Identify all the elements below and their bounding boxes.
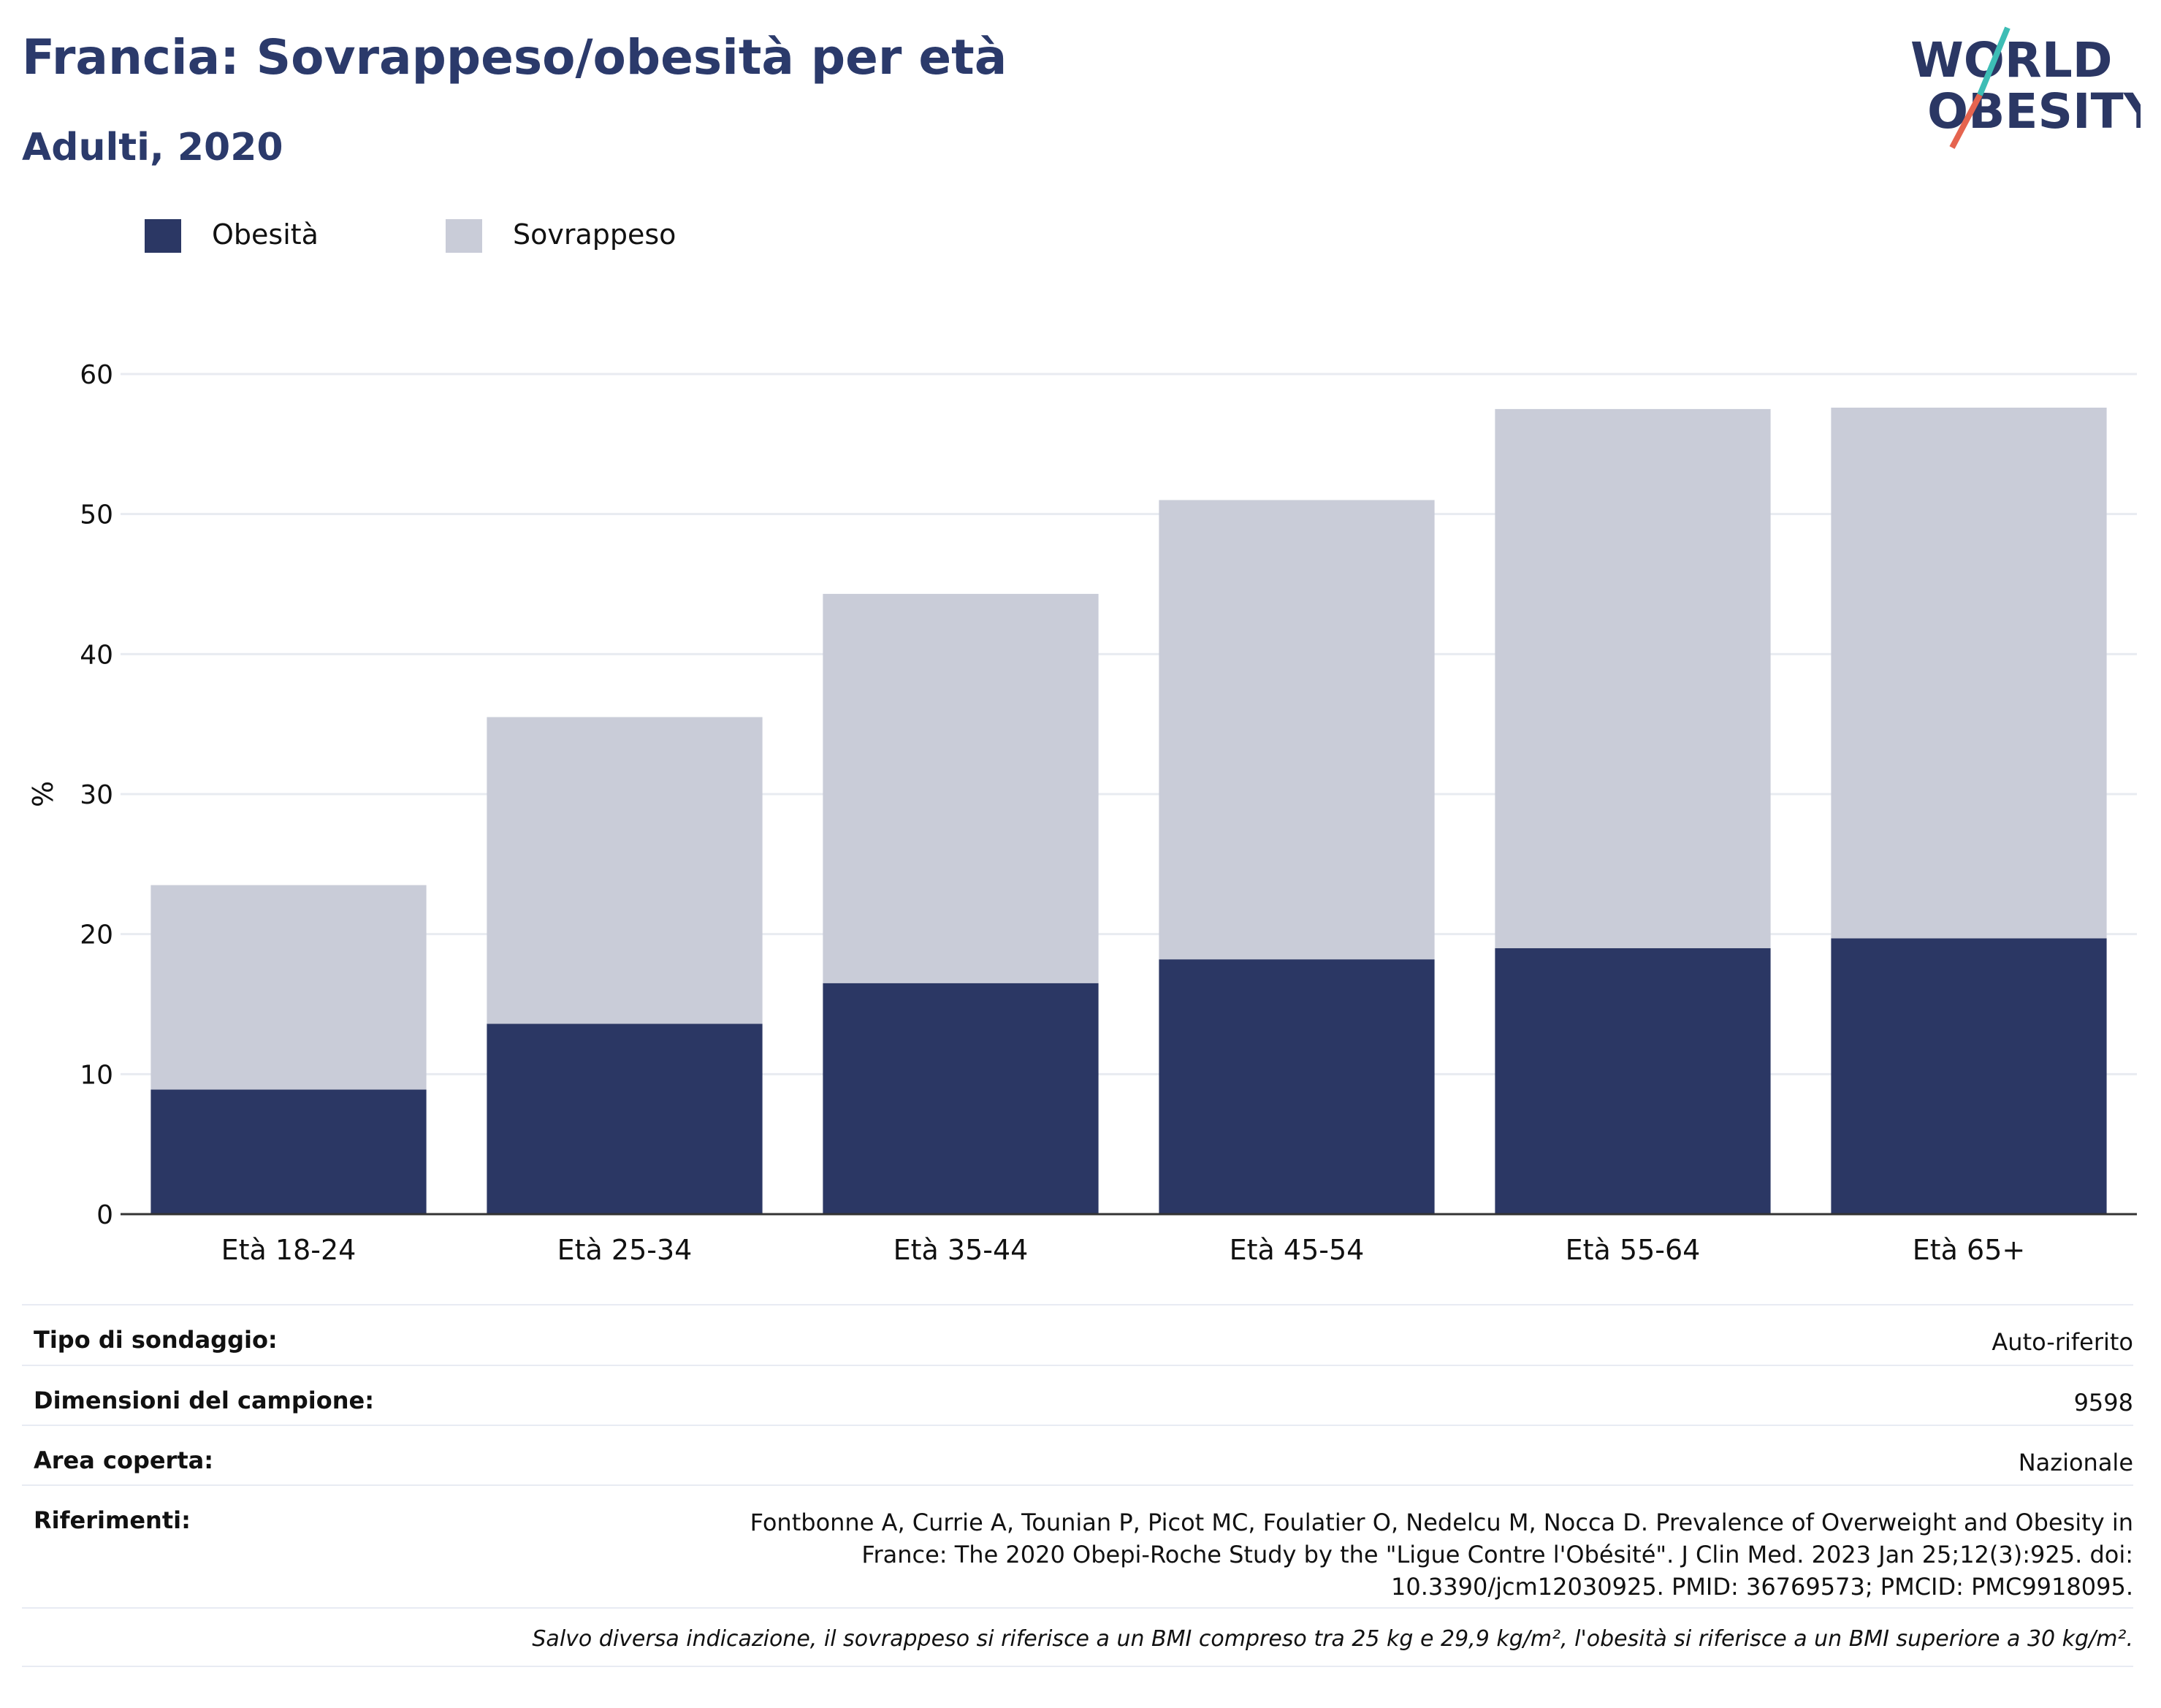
x-tick-label: Età 18-24 [221, 1234, 357, 1264]
y-tick-label: 50 [80, 500, 113, 530]
bar-obesita [1159, 959, 1435, 1214]
info-value: Auto-riferito [1992, 1328, 2133, 1356]
info-row-references: Riferimenti: Fontbonne A, Currie A, Toun… [22, 1484, 2133, 1607]
x-tick-label: Età 35-44 [893, 1234, 1029, 1264]
y-tick-label: 60 [80, 360, 113, 390]
x-tick-label: Età 25-34 [557, 1234, 693, 1264]
info-label: Tipo di sondaggio: [34, 1326, 278, 1354]
y-tick-label: 40 [80, 640, 113, 670]
legend-label-obesita: Obesità [212, 218, 319, 251]
x-tick-label: Età 65+ [1913, 1234, 2025, 1264]
info-value-references: Fontbonne A, Currie A, Tounian P, Picot … [750, 1509, 2133, 1601]
info-label: Dimensioni del campione: [34, 1387, 375, 1414]
bar-sovrappeso [823, 593, 1099, 983]
y-tick-label: 30 [80, 780, 113, 810]
bar-sovrappeso [1495, 408, 1771, 948]
x-tick-label: Età 45-54 [1230, 1234, 1365, 1264]
bar-sovrappeso [150, 885, 427, 1090]
bar-obesita [1495, 948, 1771, 1214]
chart-title: Francia: Sovrappeso/obesità per età [22, 29, 1007, 85]
bar-sovrappeso [1831, 408, 2107, 939]
bar-obesita [150, 1089, 427, 1214]
bar-sovrappeso [1159, 500, 1435, 960]
stacked-bar-chart: 0 10 20 30 40 50 60% Età 18-24 Età 25-34 Età 35-4… [27, 360, 2137, 1264]
logo-text-world: WORLD [1910, 32, 2113, 88]
info-row-area: Area coperta: Nazionale [22, 1425, 2133, 1484]
chart-subtitle: Adulti, 2020 [22, 126, 283, 169]
legend-swatch-sovrappeso [446, 219, 482, 253]
info-table: Tipo di sondaggio: Auto-riferito Dimensi… [22, 1304, 2133, 1667]
info-label: Riferimenti: [34, 1506, 191, 1534]
y-axis-label: % [27, 781, 59, 807]
world-obesity-logo: WORLD OBESITY [1910, 26, 2141, 149]
bar-obesita [823, 983, 1099, 1214]
bmi-definition-note: Salvo diversa indicazione, il sovrappeso… [532, 1626, 2133, 1652]
info-label: Area coperta: [34, 1446, 214, 1474]
logo-slash-teal [1977, 26, 2011, 96]
info-row-survey-type: Tipo di sondaggio: Auto-riferito [22, 1304, 2133, 1365]
info-value: Nazionale [2018, 1449, 2133, 1476]
logo-slash-coral [1949, 94, 1983, 149]
bar-obesita [1831, 938, 2107, 1214]
y-tick-label: 0 [96, 1200, 113, 1230]
y-tick-label: 20 [80, 920, 113, 950]
x-tick-label: Età 55-64 [1566, 1234, 1701, 1264]
bar-sovrappeso [487, 717, 763, 1024]
legend-swatch-obesita [145, 219, 181, 253]
info-value: 9598 [2073, 1389, 2133, 1417]
info-row-sample-size: Dimensioni del campione: 9598 [22, 1365, 2133, 1425]
y-tick-label: 10 [80, 1060, 113, 1090]
legend-label-sovrappeso: Sovrappeso [513, 218, 676, 251]
info-note-row: Salvo diversa indicazione, il sovrappeso… [22, 1607, 2133, 1667]
bar-obesita [487, 1023, 763, 1214]
